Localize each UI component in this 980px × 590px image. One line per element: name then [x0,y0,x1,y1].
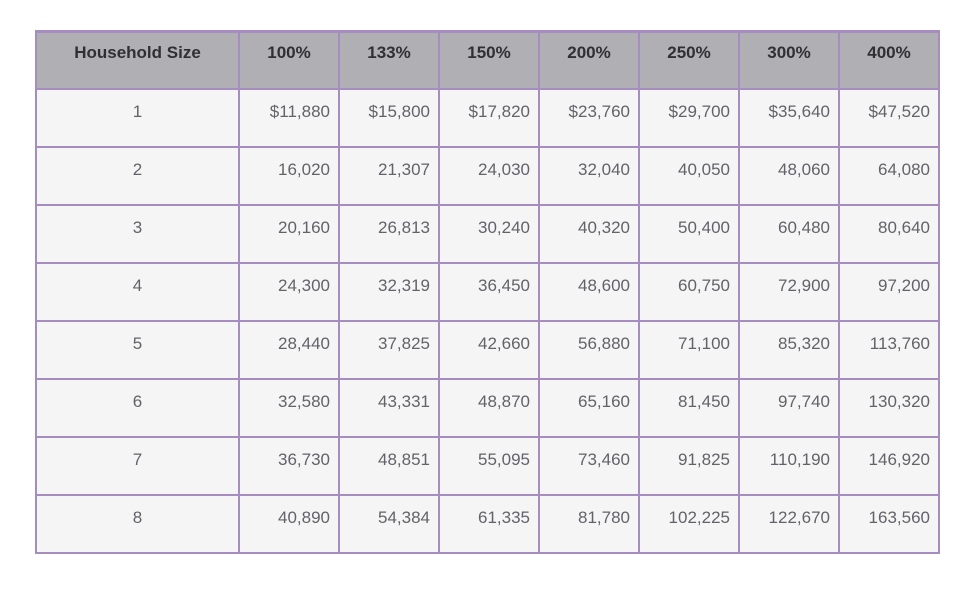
table-cell: 48,600 [538,261,640,322]
table-cell: 73,460 [538,435,640,496]
column-header-200pct: 200% [538,30,640,90]
table-cell: 61,335 [438,493,540,554]
table-row: 7 36,730 48,851 55,095 73,460 91,825 110… [35,435,940,496]
table-cell: 80,640 [838,203,940,264]
table-cell: 30,240 [438,203,540,264]
table-cell: 37,825 [338,319,440,380]
table-cell: 91,825 [638,435,740,496]
table-cell: 36,730 [238,435,340,496]
table-cell: 42,660 [438,319,540,380]
table-cell: 113,760 [838,319,940,380]
table-cell: 20,160 [238,203,340,264]
table-cell: 26,813 [338,203,440,264]
column-header-400pct: 400% [838,30,940,90]
table-row: 3 20,160 26,813 30,240 40,320 50,400 60,… [35,203,940,264]
table-cell: 72,900 [738,261,840,322]
table-cell: 65,160 [538,377,640,438]
table-cell: 24,030 [438,145,540,206]
table-cell: 97,200 [838,261,940,322]
table-cell: 24,300 [238,261,340,322]
table-cell: 60,480 [738,203,840,264]
table-cell: 40,050 [638,145,740,206]
poverty-level-table: Household Size 100% 133% 150% 200% 250% … [35,30,940,554]
table-cell: 110,190 [738,435,840,496]
table-row: 6 32,580 43,331 48,870 65,160 81,450 97,… [35,377,940,438]
table-cell: 36,450 [438,261,540,322]
table-cell: 32,040 [538,145,640,206]
table-cell: 48,870 [438,377,540,438]
column-header-150pct: 150% [438,30,540,90]
table-cell: 32,319 [338,261,440,322]
table-cell: $11,880 [238,87,340,148]
table-cell: 32,580 [238,377,340,438]
column-header-133pct: 133% [338,30,440,90]
table-cell: 60,750 [638,261,740,322]
household-size-cell: 7 [35,435,240,496]
table-row: 8 40,890 54,384 61,335 81,780 102,225 12… [35,493,940,554]
table-cell: 55,095 [438,435,540,496]
table-cell: 56,880 [538,319,640,380]
table-cell: 43,331 [338,377,440,438]
household-size-cell: 2 [35,145,240,206]
table-cell: 64,080 [838,145,940,206]
table-cell: $23,760 [538,87,640,148]
table-cell: 146,920 [838,435,940,496]
table-cell: 97,740 [738,377,840,438]
column-header-250pct: 250% [638,30,740,90]
table-cell: 48,851 [338,435,440,496]
table-cell: 122,670 [738,493,840,554]
table-cell: 163,560 [838,493,940,554]
table-cell: 85,320 [738,319,840,380]
table-cell: $17,820 [438,87,540,148]
table-cell: 81,450 [638,377,740,438]
column-header-100pct: 100% [238,30,340,90]
header-row: Household Size 100% 133% 150% 200% 250% … [35,30,940,90]
table-cell: 50,400 [638,203,740,264]
household-size-cell: 3 [35,203,240,264]
table-cell: 81,780 [538,493,640,554]
poverty-level-table-container: Household Size 100% 133% 150% 200% 250% … [35,30,940,554]
household-size-cell: 4 [35,261,240,322]
table-row: 5 28,440 37,825 42,660 56,880 71,100 85,… [35,319,940,380]
household-size-cell: 5 [35,319,240,380]
household-size-cell: 1 [35,87,240,148]
table-cell: $29,700 [638,87,740,148]
column-header-300pct: 300% [738,30,840,90]
table-cell: 54,384 [338,493,440,554]
table-cell: 28,440 [238,319,340,380]
household-size-cell: 6 [35,377,240,438]
household-size-cell: 8 [35,493,240,554]
table-cell: $47,520 [838,87,940,148]
table-cell: 21,307 [338,145,440,206]
table-cell: $35,640 [738,87,840,148]
table-cell: 40,890 [238,493,340,554]
table-cell: 40,320 [538,203,640,264]
table-row: 1 $11,880 $15,800 $17,820 $23,760 $29,70… [35,87,940,148]
table-row: 4 24,300 32,319 36,450 48,600 60,750 72,… [35,261,940,322]
table-cell: $15,800 [338,87,440,148]
table-row: 2 16,020 21,307 24,030 32,040 40,050 48,… [35,145,940,206]
table-cell: 16,020 [238,145,340,206]
table-cell: 48,060 [738,145,840,206]
table-cell: 102,225 [638,493,740,554]
column-header-household-size: Household Size [35,30,240,90]
table-cell: 130,320 [838,377,940,438]
table-cell: 71,100 [638,319,740,380]
